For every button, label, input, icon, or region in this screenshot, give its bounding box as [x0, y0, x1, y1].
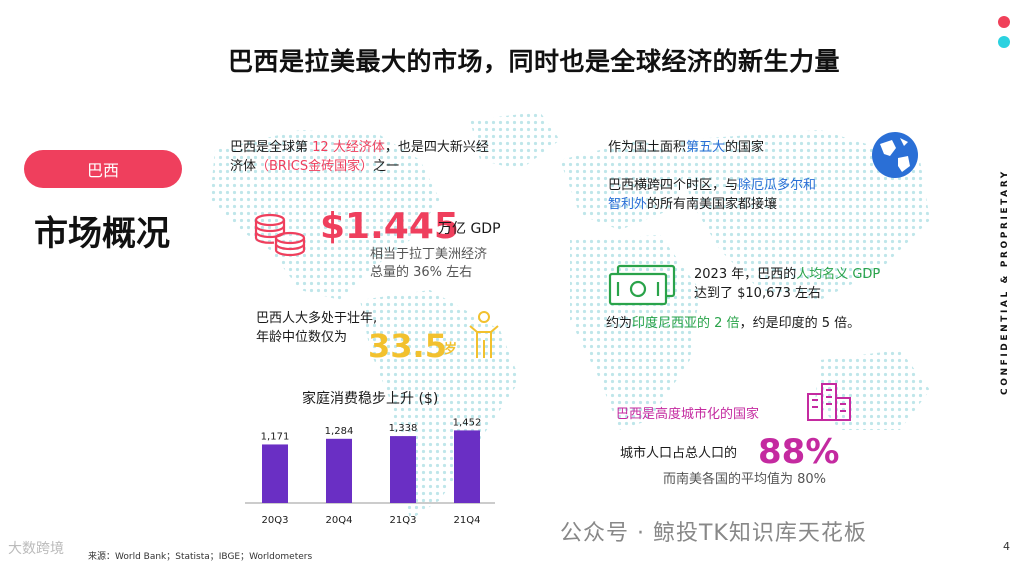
gdp-intro-line1: 巴西是全球第 12 大经济体，也是四大新兴经: [230, 140, 489, 155]
bar-category-label: 21Q3: [390, 515, 417, 526]
bar-20Q4: [326, 438, 352, 503]
source-note: 来源：World Bank；Statista；IBGE；Worldometers: [88, 552, 313, 562]
page-number: 4: [1003, 540, 1010, 553]
cyan-dot-decoration: [998, 36, 1010, 48]
urban-text-line1: 巴西是高度城市化的国家: [616, 407, 760, 422]
gdp-intro-line2: 济体（BRICS金砖国家）之一: [230, 159, 400, 174]
area-text-line3: 智利外的所有南美国家都接壤: [608, 197, 778, 212]
country-pill: 巴西: [24, 150, 182, 188]
page-title: 巴西是拉美最大的市场，同时也是全球经济的新生力量: [228, 47, 841, 76]
gdp-note-line1: 相当于拉丁美洲经济: [370, 247, 488, 262]
map-europe: [560, 140, 690, 230]
section-heading: 市场概况: [34, 214, 170, 254]
banknote-icon: [608, 264, 676, 306]
gdp-value: $1.445: [320, 206, 459, 247]
map-greenland: [470, 112, 560, 170]
urban-text-line3: 而南美各国的平均值为 80%: [663, 472, 827, 487]
watermark-right: 公众号 · 鲸投TK知识库天花板: [560, 521, 867, 546]
map-asia: [680, 130, 930, 300]
chart-title: 家庭消费稳步上升 ($): [302, 391, 439, 407]
bar-21Q3: [390, 436, 416, 503]
consumption-bar-chart: 1,171 20Q3 1,284 20Q4 1,338 21Q3 1,452 21Q4: [245, 417, 495, 526]
person-icon: [469, 311, 499, 358]
urban-text-line2: 城市人口占总人口的: [620, 446, 738, 461]
bar-value-label: 1,338: [389, 423, 418, 434]
median-age-value: 33.5: [368, 327, 447, 365]
coins-icon: [254, 213, 306, 257]
bar-value-label: 1,452: [453, 417, 482, 428]
income-text-line3: 约为印度尼西亚的 2 倍，约是印度的 5 倍。: [606, 316, 861, 331]
red-dot-decoration: [998, 16, 1010, 28]
age-text-line2: 年龄中位数仅为: [256, 330, 348, 345]
bar-21Q4: [454, 430, 480, 503]
area-text-line2: 巴西横跨四个时区，与除厄瓜多尔和: [608, 178, 817, 193]
globe-icon: [872, 132, 918, 178]
income-text-line2: 达到了 $10,673 左右: [694, 286, 822, 301]
median-age-unit: 岁: [444, 342, 458, 357]
map-north-america: [210, 130, 440, 300]
income-text-line1: 2023 年，巴西的人均名义 GDP: [694, 267, 881, 282]
urban-rate-value: 88%: [758, 432, 840, 472]
bar-value-label: 1,284: [325, 426, 354, 437]
gdp-note-line2: 总量的 36% 左右: [370, 265, 473, 280]
gdp-unit: 万亿 GDP: [438, 221, 501, 237]
age-text-line1: 巴西人大多处于壮年,: [256, 311, 378, 326]
bar-value-label: 1,171: [261, 431, 290, 442]
confidential-side-label: CONFIDENTIAL & PROPRIETARY: [1000, 169, 1010, 395]
area-text-line1: 作为国土面积第五大的国家: [608, 140, 765, 155]
bar-20Q3: [262, 444, 288, 503]
bar-category-label: 21Q4: [454, 515, 481, 526]
map-africa: [570, 235, 700, 430]
bar-category-label: 20Q3: [262, 515, 289, 526]
buildings-icon: [807, 383, 851, 421]
bar-category-label: 20Q4: [326, 515, 353, 526]
watermark-left: 大数跨境: [8, 541, 64, 557]
